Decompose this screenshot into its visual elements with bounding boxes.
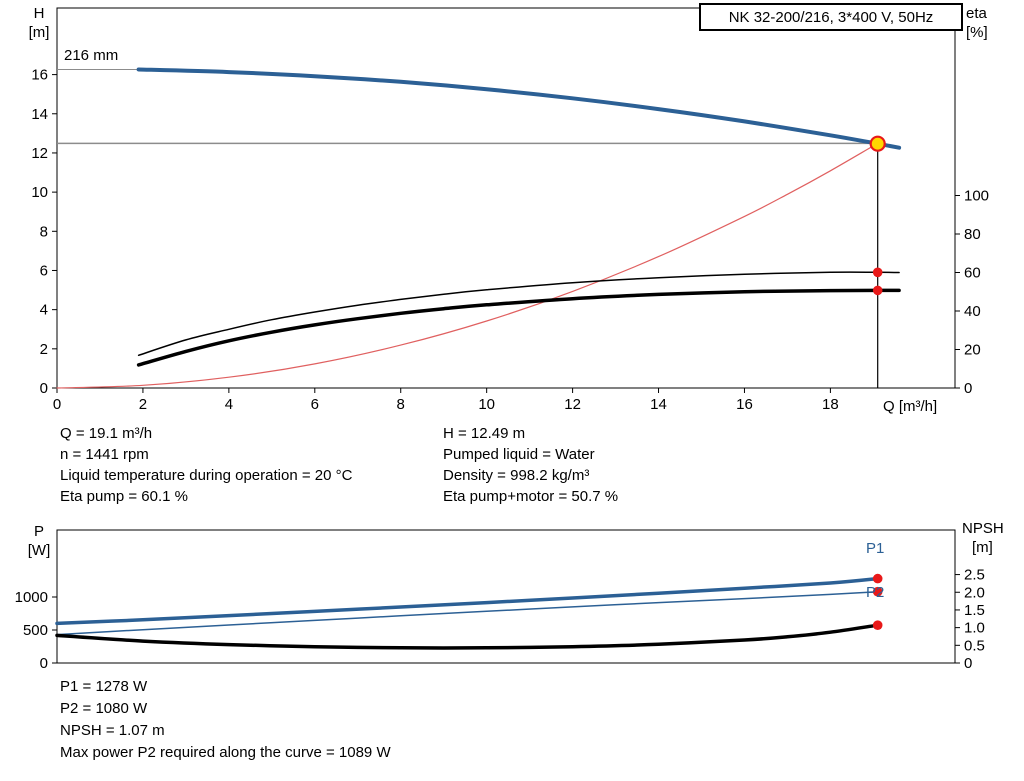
info-line-p2: P2 = 1080 W	[60, 700, 148, 717]
info-line-h: H = 12.49 m	[443, 425, 526, 442]
info-line-eta-pump: Eta pump = 60.1 %	[60, 488, 188, 505]
info-line-q: Q = 19.1 m³/h	[60, 425, 153, 442]
p2-curve	[56, 590, 879, 636]
info-line-liquid: Pumped liquid = Water	[443, 446, 595, 463]
npsh-axis-unit: [m]	[972, 539, 993, 556]
info-line-eta-pump-motor: Eta pump+motor = 50.7 %	[443, 488, 619, 505]
system-curve	[56, 142, 879, 389]
p1-curve-label: P1	[866, 540, 885, 557]
y-tick-label: 16	[31, 67, 48, 84]
y-tick-label: 12	[31, 145, 48, 162]
info-line-density: Density = 998.2 kg/m³	[443, 467, 590, 484]
p1-point[interactable]	[872, 573, 883, 584]
npsh-axis-symbol: NPSH	[962, 520, 1004, 537]
impeller-diameter-label: 216 mm	[64, 47, 119, 64]
x-tick-label: 18	[822, 396, 839, 413]
y-tick-label: 8	[40, 223, 48, 240]
eta-axis-unit: [%]	[966, 24, 988, 41]
duty-point[interactable]	[869, 135, 886, 152]
y-tick-label: 10	[31, 184, 48, 201]
info-line-temperature: Liquid temperature during operation = 20…	[60, 467, 353, 484]
y-tick-label: 500	[23, 622, 48, 639]
x-tick-label: 0	[53, 396, 61, 413]
y-tick-label: 0	[964, 655, 972, 672]
pump-title-box: NK 32-200/216, 3*400 V, 50Hz	[699, 3, 963, 31]
x-tick-label: 6	[311, 396, 319, 413]
info-line-npsh: NPSH = 1.07 m	[60, 722, 165, 739]
y-tick-label: 2.5	[964, 567, 985, 584]
y-tick-label: 100	[964, 187, 989, 204]
npsh-point[interactable]	[872, 620, 883, 630]
y-tick-label: 1000	[15, 589, 48, 606]
duty-info-left: Q = 19.1 m³/h n = 1441 rpm Liquid temper…	[60, 423, 352, 507]
y-tick-label: 2	[40, 341, 48, 358]
y-tick-label: 2.0	[964, 584, 985, 601]
info-line-p1: P1 = 1278 W	[60, 678, 148, 695]
h-axis-label: H [m]	[20, 4, 58, 42]
eta-pump-motor-point[interactable]	[872, 285, 883, 296]
info-line-max-power: Max power P2 required along the curve = …	[60, 744, 391, 761]
y-tick-label: 40	[964, 303, 981, 320]
y-tick-label: 60	[964, 264, 981, 281]
duty-info-right: H = 12.49 m Pumped liquid = Water Densit…	[443, 423, 618, 507]
y-tick-label: 0.5	[964, 637, 985, 654]
h-axis-unit: [m]	[28, 24, 50, 41]
head-curve	[136, 67, 902, 150]
eta-pump-point[interactable]	[872, 267, 883, 278]
p1-curve	[55, 576, 880, 626]
h-axis-symbol: H	[33, 5, 45, 22]
power-info: P1 = 1278 W P2 = 1080 W NPSH = 1.07 m Ma…	[60, 676, 391, 764]
y-tick-label: 20	[964, 341, 981, 358]
x-tick-label: 10	[478, 396, 495, 413]
q-axis-label: Q [m³/h]	[883, 398, 938, 415]
y-tick-label: 1.0	[964, 620, 985, 637]
p2-curve-label: P2	[866, 584, 885, 601]
x-tick-label: 4	[225, 396, 233, 413]
info-line-n: n = 1441 rpm	[60, 446, 149, 463]
plot-border	[56, 7, 956, 389]
y-tick-label: 1.5	[964, 602, 985, 619]
y-tick-label: 80	[964, 226, 981, 243]
eta-axis-symbol: eta	[966, 5, 987, 22]
p-axis-label: P [W]	[20, 522, 58, 560]
p2-point[interactable]	[872, 586, 883, 597]
y-tick-label: 6	[40, 262, 48, 279]
y-tick-label: 0	[964, 380, 972, 397]
y-tick-label: 0	[40, 380, 48, 397]
npsh-axis-label: NPSH [m]	[962, 519, 1004, 557]
x-tick-label: 12	[564, 396, 581, 413]
eta-axis-label: eta [%]	[966, 4, 988, 42]
p-axis-symbol: P	[33, 523, 44, 540]
y-tick-label: 14	[31, 106, 48, 123]
qh-eta-chart: 0 2 4 6 8 10 12 14 16 18 0 2 4 6 8 10 12 14 16 0 20 40 60 80 100	[31, 7, 989, 413]
eta-pump-curve	[137, 271, 900, 357]
eta-pump-motor-curve	[136, 288, 901, 367]
y-tick-label: 0	[40, 655, 48, 672]
npsh-curve	[55, 623, 880, 650]
x-tick-label: 16	[736, 396, 753, 413]
y-tick-label: 4	[40, 302, 48, 319]
p-axis-unit: [W]	[27, 542, 51, 559]
x-tick-label: 14	[650, 396, 667, 413]
x-tick-label: 8	[397, 396, 405, 413]
x-tick-label: 2	[139, 396, 147, 413]
